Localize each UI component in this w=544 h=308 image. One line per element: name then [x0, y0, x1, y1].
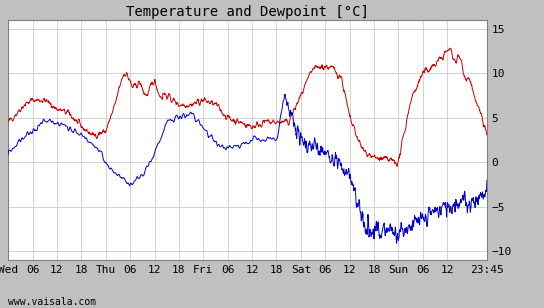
Title: Temperature and Dewpoint [°C]: Temperature and Dewpoint [°C]: [126, 5, 369, 19]
Text: www.vaisala.com: www.vaisala.com: [8, 297, 96, 307]
